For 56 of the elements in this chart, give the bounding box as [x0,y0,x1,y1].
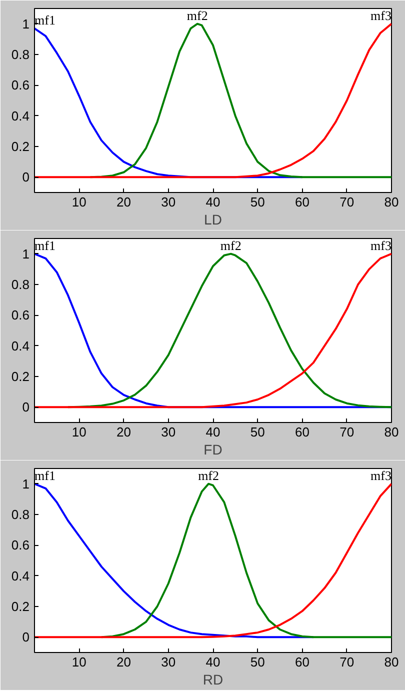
x-tick-label: 30 [161,194,176,210]
y-tick-label: 0.6 [11,78,30,93]
line-series [34,482,392,638]
series-label: mf3 [370,238,392,253]
x-tick-label: 30 [161,424,176,440]
x-tick-label: 80 [384,654,399,670]
y-tick-label: 0.6 [11,308,30,323]
x-tick-label: 40 [206,194,220,210]
y-tick-label: 0 [22,170,30,185]
x-tick-label: 60 [295,654,310,670]
series-label: mf1 [34,12,56,28]
y-tick-label: 0.8 [11,507,30,522]
y-tick-label: 0.4 [11,338,30,354]
y-tick-label: 0.2 [11,599,30,614]
x-tick-label: 60 [295,424,310,440]
x-tick-label: 20 [116,654,131,670]
series-label: mf2 [220,238,242,253]
y-tick-label: 1 [22,476,30,492]
y-tick-label: 0.4 [11,568,30,584]
x-tick-label: 20 [116,194,131,210]
y-tick-label: 0 [22,630,30,645]
x-tick-label: 40 [206,424,220,440]
series-label: mf3 [370,468,392,483]
x-tick-label: 60 [295,194,310,210]
x-tick-label: 80 [384,424,399,440]
x-tick-label: 10 [72,194,86,210]
y-tick-label: 0.6 [11,538,30,553]
y-tick-label: 0 [22,400,30,415]
x-axis-title: RD [202,672,224,688]
y-tick-label: 0.4 [11,108,30,124]
line-series [34,22,392,178]
x-tick-label: 50 [250,194,265,210]
x-tick-label: 80 [384,194,399,210]
series-label: mf3 [370,8,392,23]
y-tick-label: 1 [22,246,30,262]
x-tick-label: 70 [340,194,354,210]
y-tick-label: 0.2 [11,369,30,384]
x-tick-label: 10 [72,424,86,440]
x-tick-label: 10 [72,654,86,670]
series-label: mf2 [198,468,220,483]
x-tick-label: 20 [116,424,131,440]
x-axis-title: LD [204,212,222,228]
y-tick-label: 0.2 [11,139,30,154]
x-tick-label: 30 [161,654,176,670]
series-label: mf1 [34,468,56,483]
x-tick-label: 70 [340,654,354,670]
x-axis-title: FD [204,442,222,458]
y-tick-label: 0.8 [11,47,30,62]
y-tick-label: 1 [22,16,30,32]
y-tick-label: 0.8 [11,277,30,292]
x-tick-label: 50 [250,654,265,670]
x-tick-label: 40 [206,654,220,670]
series-label: mf1 [34,238,56,253]
x-tick-label: 50 [250,424,265,440]
series-label: mf2 [186,8,208,23]
x-tick-label: 70 [340,424,354,440]
